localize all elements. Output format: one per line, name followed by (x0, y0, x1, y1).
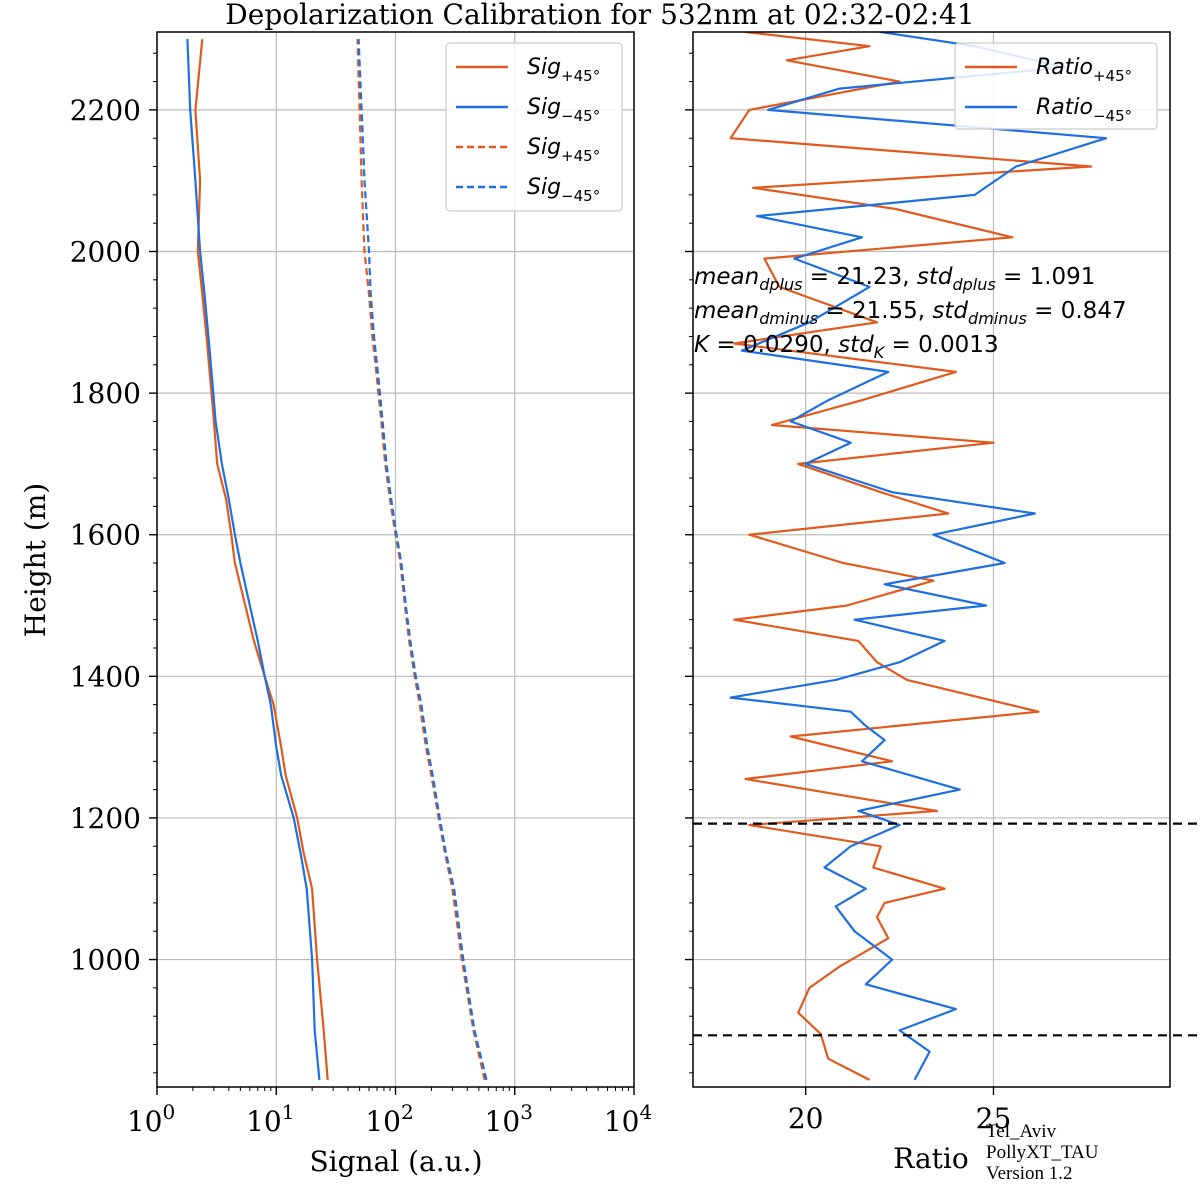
ratio-x-tick-label: 25 (976, 1102, 1012, 1135)
watermark-version: Version 1.2 (986, 1163, 1073, 1184)
height-tick-labels: 1000 1200 1400 1600 1800 2000 2200 (70, 94, 141, 977)
signal-legend-label: Sig−45° (527, 95, 600, 125)
height-tick-label: 1000 (70, 944, 141, 977)
ratio-axes-frame (692, 31, 1171, 1088)
height-axis-label: Height (m) (19, 483, 52, 637)
height-tick-label: 1200 (70, 802, 141, 835)
signal-series-line (357, 39, 488, 1081)
signal-series-line (194, 38, 329, 1080)
statistics-annotation: K = 0.0290, stdK = 0.0013 (694, 332, 999, 362)
ratio-panel: 20 25 Ratio meandplus = 21.23, stddplus =… (685, 31, 1200, 1175)
ratio-series-line (729, 32, 1093, 1081)
ratio-legend: Ratio+45° Ratio−45° (954, 42, 1158, 130)
signal-x-tick-labels: 100 101 102 103 104 (127, 1100, 652, 1138)
height-tick-label: 2200 (70, 94, 141, 127)
signal-legend-box (445, 42, 623, 212)
ratio-x-tick-labels: 20 25 (788, 1102, 1011, 1135)
calibration-range-lines (693, 822, 1200, 1037)
signal-legend: Sig+45° Sig−45° Sig+45° Sig−45° (445, 42, 623, 212)
ratio-legend-label: Ratio−45° (1036, 95, 1132, 125)
ratio-series-line (729, 32, 1108, 1081)
signal-x-axis-label: Signal (a.u.) (309, 1145, 482, 1178)
ratio-grid (693, 32, 1170, 1087)
signal-x-tick-label: 101 (246, 1100, 294, 1138)
height-tick-label: 1600 (70, 519, 141, 552)
signal-legend-label: Sig+45° (527, 135, 600, 165)
statistics-annotation: meandplus = 21.23, stddplus = 1.091 (694, 264, 1095, 294)
signal-panel: 100 101 102 103 104 1000 1200 1400 1600 1800 2000… (19, 31, 652, 1178)
watermark-instrument: PollyXT_TAU (986, 1142, 1099, 1163)
height-tick-label: 2000 (70, 235, 141, 268)
signal-legend-label: Sig−45° (527, 175, 600, 205)
signal-x-tick-label: 103 (485, 1100, 533, 1138)
signal-series-line (186, 39, 321, 1081)
watermark-location: Tel_Aviv (986, 1121, 1057, 1142)
signal-x-tick-label: 102 (365, 1100, 413, 1138)
height-tick-label: 1800 (70, 377, 141, 410)
chart-title: Depolarization Calibration for 532nm at … (225, 0, 974, 31)
ratio-x-tick-label: 20 (788, 1102, 824, 1135)
ratio-legend-label: Ratio+45° (1036, 55, 1132, 85)
ratio-series (729, 32, 1108, 1081)
statistics-annotation: meandminus = 21.55, stddminus = 0.847 (694, 298, 1127, 328)
signal-legend-label: Sig+45° (527, 55, 600, 85)
signal-ticks (149, 52, 635, 1095)
signal-series (186, 38, 488, 1081)
ratio-x-axis-label: Ratio (893, 1142, 968, 1175)
ratio-ticks (685, 52, 995, 1095)
watermark: Tel_Aviv PollyXT_TAU Version 1.2 (986, 1121, 1098, 1184)
signal-x-tick-label: 104 (604, 1100, 652, 1138)
statistics-annotations: meandplus = 21.23, stddplus = 1.091 meand… (694, 264, 1127, 362)
signal-x-tick-label: 100 (127, 1100, 175, 1138)
height-tick-label: 1400 (70, 660, 141, 693)
